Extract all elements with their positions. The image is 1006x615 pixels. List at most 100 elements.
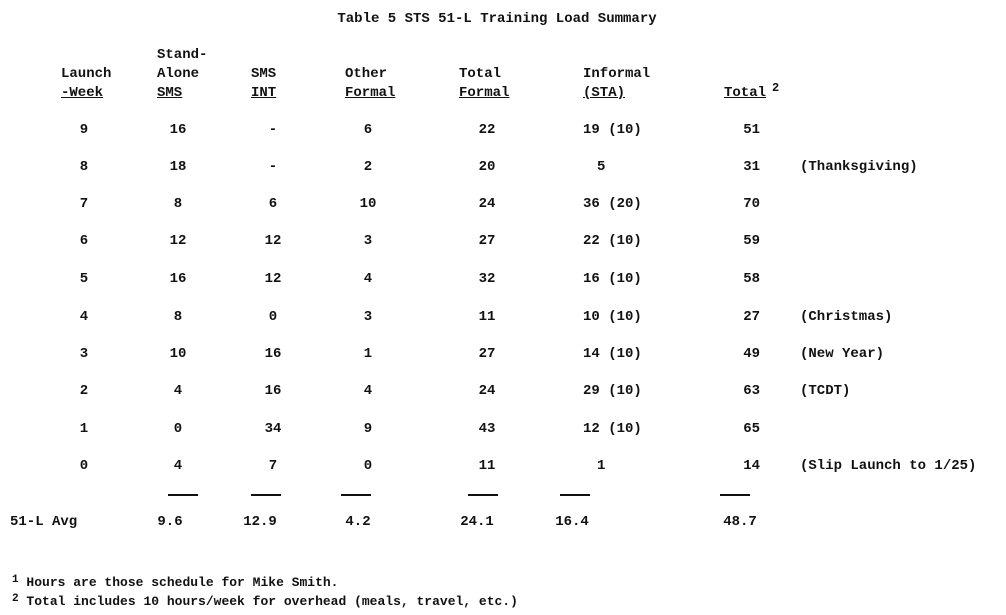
cell-total-formal: 24	[478, 196, 496, 212]
total-separator-line	[251, 494, 281, 496]
footnote-text: Total includes 10 hours/week for overhea…	[26, 594, 518, 609]
cell-total: 58	[743, 271, 760, 287]
cell-total-formal: 32	[478, 271, 496, 287]
cell-other: 4	[363, 271, 373, 287]
cell-week: 2	[79, 383, 89, 399]
cell-other: 0	[363, 458, 373, 474]
average-total-formal: 24.1	[460, 514, 494, 530]
cell-other: 10	[359, 196, 377, 212]
cell-total-formal: 20	[478, 159, 496, 175]
average-label: 51-L Avg	[10, 514, 78, 530]
cell-total: 63	[743, 383, 760, 399]
cell-informal: 12 (10)	[583, 421, 642, 437]
cell-other: 9	[363, 421, 373, 437]
cell-total: 27	[743, 309, 760, 325]
cell-other: 2	[363, 159, 373, 175]
cell-sms-int: -	[268, 159, 278, 175]
cell-total-formal: 24	[478, 383, 496, 399]
cell-total: 65	[743, 421, 760, 437]
total-separator-line	[468, 494, 498, 496]
cell-other: 3	[363, 233, 373, 249]
cell-total-formal: 22	[478, 122, 496, 138]
column-header-line: Informal	[583, 66, 651, 82]
cell-note: (Thanksgiving)	[800, 159, 918, 175]
cell-sms-int: 16	[264, 383, 282, 399]
cell-standalone: 8	[173, 196, 183, 212]
cell-total-formal: 27	[478, 233, 496, 249]
cell-standalone: 16	[169, 271, 187, 287]
average-other: 4.2	[345, 514, 371, 530]
cell-total: 49	[743, 346, 760, 362]
average-sms-int: 12.9	[243, 514, 277, 530]
footnote-mark: 1	[12, 574, 19, 586]
cell-other: 3	[363, 309, 373, 325]
cell-week: 7	[79, 196, 89, 212]
cell-standalone: 0	[173, 421, 183, 437]
cell-sms-int: -	[268, 122, 278, 138]
cell-standalone: 8	[173, 309, 183, 325]
column-header-line: Alone	[157, 66, 200, 82]
column-header-line: SMS	[157, 85, 183, 101]
cell-week: 5	[79, 271, 89, 287]
column-header-line: -Week	[61, 85, 104, 101]
cell-informal: 22 (10)	[583, 233, 642, 249]
cell-week: 0	[79, 458, 89, 474]
column-header-line: SMS	[251, 66, 277, 82]
cell-informal: 19 (10)	[583, 122, 642, 138]
cell-sms-int: 7	[268, 458, 278, 474]
cell-week: 3	[79, 346, 89, 362]
cell-sms-int: 0	[268, 309, 278, 325]
total-separator-line	[720, 494, 750, 496]
footnote-2: 2 Total includes 10 hours/week for overh…	[12, 591, 518, 610]
cell-note: (Slip Launch to 1/25)	[800, 458, 977, 474]
cell-standalone: 4	[173, 458, 183, 474]
cell-sms-int: 12	[264, 233, 282, 249]
column-header-line: (STA)	[583, 85, 626, 101]
cell-total-formal: 11	[478, 458, 496, 474]
column-header-line: Other	[345, 66, 388, 82]
cell-note: (TCDT)	[800, 383, 851, 399]
cell-informal: 5	[597, 159, 606, 175]
column-header-superscript: 2	[772, 81, 780, 95]
footnote-mark: 2	[12, 593, 19, 605]
cell-standalone: 16	[169, 122, 187, 138]
footnote-text: Hours are those schedule for Mike Smith.	[26, 575, 339, 590]
cell-week: 8	[79, 159, 89, 175]
cell-sms-int: 12	[264, 271, 282, 287]
column-header-line: Formal	[345, 85, 396, 101]
cell-week: 4	[79, 309, 89, 325]
cell-informal: 29 (10)	[583, 383, 642, 399]
cell-standalone: 18	[169, 159, 187, 175]
column-header-line: Total	[459, 66, 502, 82]
column-header-line: Total	[724, 85, 767, 101]
cell-sms-int: 34	[264, 421, 282, 437]
total-separator-line	[560, 494, 590, 496]
cell-other: 4	[363, 383, 373, 399]
cell-total: 70	[743, 196, 760, 212]
cell-note: (New Year)	[800, 346, 885, 362]
cell-informal: 14 (10)	[583, 346, 642, 362]
cell-total-formal: 43	[478, 421, 496, 437]
cell-week: 1	[79, 421, 89, 437]
cell-week: 9	[79, 122, 89, 138]
average-informal: 16.4	[555, 514, 589, 530]
cell-sms-int: 16	[264, 346, 282, 362]
cell-total: 14	[743, 458, 760, 474]
table-title: Table 5 STS 51-L Training Load Summary	[337, 11, 657, 27]
cell-sms-int: 6	[268, 196, 278, 212]
column-header-line: Formal	[459, 85, 510, 101]
cell-informal: 1	[597, 458, 606, 474]
cell-standalone: 12	[169, 233, 187, 249]
average-total: 48.7	[723, 514, 757, 530]
cell-informal: 10 (10)	[583, 309, 642, 325]
column-header-line: Stand-	[157, 47, 208, 63]
cell-total-formal: 11	[478, 309, 496, 325]
cell-standalone: 4	[173, 383, 183, 399]
cell-standalone: 10	[169, 346, 187, 362]
cell-total: 51	[743, 122, 760, 138]
column-header-line: INT	[251, 85, 277, 101]
cell-other: 1	[363, 346, 373, 362]
footnote-1: 1 Hours are those schedule for Mike Smit…	[12, 572, 338, 591]
cell-total: 59	[743, 233, 760, 249]
cell-week: 6	[79, 233, 89, 249]
